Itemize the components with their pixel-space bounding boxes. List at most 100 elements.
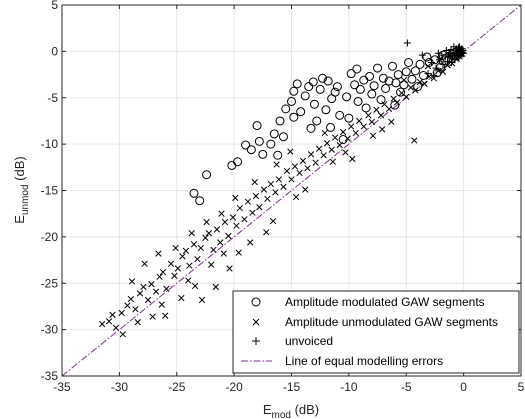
- point-unmodulated: [178, 294, 185, 302]
- point-unmodulated: [398, 89, 405, 97]
- point-modulated: [300, 91, 310, 101]
- point-unvoiced: [427, 59, 435, 67]
- point-modulated: [241, 140, 251, 150]
- point-unmodulated: [174, 265, 182, 272]
- point-modulated: [355, 84, 365, 94]
- point-unmodulated: [424, 63, 432, 70]
- point-unvoiced: [434, 49, 442, 57]
- point-unmodulated: [349, 155, 356, 163]
- point-unmodulated: [141, 260, 148, 267]
- point-unmodulated: [312, 159, 319, 166]
- point-unmodulated: [444, 62, 451, 69]
- point-modulated: [266, 139, 276, 149]
- point-unvoiced: [449, 51, 457, 59]
- y-tick-label: -5: [47, 91, 58, 105]
- point-unmodulated: [109, 311, 116, 318]
- point-unmodulated: [256, 204, 263, 211]
- x-axis-title-subscript: mod: [272, 410, 291, 419]
- point-unmodulated: [162, 312, 169, 319]
- point-unvoiced: [453, 48, 461, 56]
- point-modulated: [393, 70, 403, 80]
- point-unmodulated: [439, 68, 447, 75]
- point-modulated: [278, 132, 288, 142]
- point-unvoiced: [436, 56, 444, 64]
- point-unmodulated: [412, 87, 419, 94]
- legend-marker-circle-icon: [251, 297, 261, 307]
- point-modulated: [308, 77, 318, 87]
- point-unvoiced: [445, 52, 453, 60]
- y-tick-label: -15: [41, 184, 59, 198]
- point-modulated: [321, 105, 331, 115]
- point-unmodulated: [267, 180, 274, 188]
- point-modulated: [315, 84, 325, 94]
- point-unmodulated: [323, 140, 331, 147]
- x-axis-title-unit: (dB): [291, 402, 319, 417]
- point-unmodulated: [299, 157, 307, 164]
- point-unmodulated: [128, 278, 136, 285]
- point-unvoiced: [418, 51, 426, 59]
- point-unmodulated: [360, 123, 367, 130]
- y-axis-title-main: E: [12, 215, 27, 224]
- tick-labels: -35 -30 -25 -20 -15 -10 -5 0 5 -35 -30 -25 -20 -15 -10…: [41, 0, 525, 394]
- point-unmodulated: [140, 283, 147, 291]
- point-unmodulated: [144, 296, 152, 304]
- point-modulated: [350, 80, 360, 90]
- point-unmodulated: [225, 232, 232, 240]
- point-modulated: [407, 74, 417, 84]
- point-unmodulated: [352, 129, 359, 137]
- point-unmodulated: [407, 84, 414, 91]
- point-modulated: [387, 61, 397, 71]
- point-unvoiced: [403, 39, 411, 47]
- point-unmodulated: [344, 135, 351, 142]
- point-unmodulated: [186, 262, 193, 269]
- point-modulated: [233, 157, 243, 167]
- point-modulated: [369, 81, 379, 91]
- point-unmodulated: [208, 261, 215, 268]
- point-unmodulated: [188, 230, 195, 237]
- point-unmodulated: [118, 309, 125, 317]
- point-unmodulated: [403, 93, 410, 100]
- point-modulated: [309, 99, 319, 109]
- point-unmodulated: [365, 112, 372, 119]
- point-unmodulated: [331, 134, 339, 141]
- point-unmodulated: [304, 165, 311, 172]
- point-modulated: [396, 87, 406, 97]
- point-unmodulated: [194, 255, 201, 263]
- point-unmodulated: [329, 158, 336, 165]
- point-modulated: [202, 170, 212, 180]
- legend: Amplitude modulated GAW segments Amplitu…: [232, 290, 520, 374]
- point-modulated: [376, 95, 386, 105]
- point-modulated: [326, 122, 336, 132]
- point-unmodulated: [205, 230, 213, 237]
- point-modulated: [344, 113, 354, 123]
- point-unmodulated: [321, 129, 328, 137]
- point-modulated: [365, 71, 375, 81]
- point-unmodulated: [191, 282, 199, 290]
- point-modulated: [361, 103, 371, 113]
- point-modulated: [281, 104, 291, 114]
- point-modulated: [246, 145, 256, 155]
- legend-label-modulated: Amplitude modulated GAW segments: [285, 295, 485, 309]
- point-unmodulated: [373, 106, 380, 113]
- point-modulated: [306, 123, 316, 133]
- point-unmodulated: [229, 214, 237, 221]
- point-unmodulated: [288, 176, 295, 183]
- point-unmodulated: [221, 218, 229, 226]
- point-unmodulated: [385, 105, 393, 113]
- y-tick-label: 0: [51, 44, 58, 58]
- point-unmodulated: [416, 78, 424, 86]
- point-unmodulated: [158, 301, 165, 308]
- point-modulated: [273, 150, 283, 160]
- x-tick-label: -35: [53, 380, 71, 394]
- point-modulated: [312, 116, 322, 126]
- point-unmodulated: [136, 290, 144, 297]
- point-unmodulated: [124, 302, 131, 309]
- point-modulated: [189, 188, 199, 198]
- point-modulated: [289, 86, 299, 96]
- point-unmodulated: [233, 222, 240, 229]
- point-modulated: [415, 59, 425, 69]
- point-unmodulated: [217, 239, 224, 246]
- point-modulated: [391, 78, 401, 88]
- point-unmodulated: [280, 183, 287, 190]
- y-tick-label: -20: [41, 230, 59, 244]
